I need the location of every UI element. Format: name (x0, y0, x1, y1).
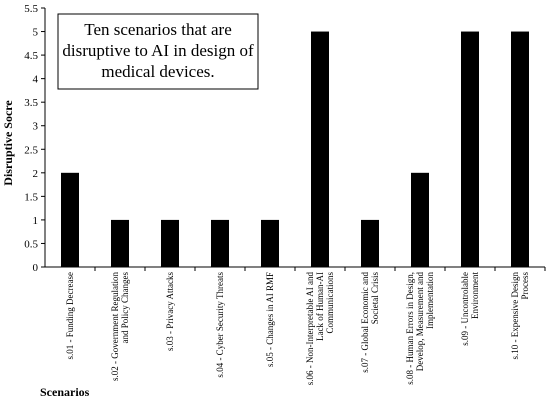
y-tick-label: 1.5 (24, 191, 38, 203)
category-label-line: s.09 - Uncontrolable (460, 272, 470, 346)
category-label-line: Societal Crisis (370, 272, 380, 325)
category-label-line: s.06 - Non-Interpretable AI and (305, 272, 315, 386)
y-tick-label: 5 (33, 27, 39, 39)
category-label-line: Process (520, 272, 530, 300)
annotation-box-border (57, 13, 259, 90)
category-label-line: s.02 - Government Regulation (110, 272, 120, 381)
bar-1 (61, 172, 79, 267)
bar-2 (111, 219, 129, 267)
category-label-line: Communications (325, 272, 335, 334)
bars (61, 31, 546, 271)
y-tick-label: 0.5 (24, 238, 38, 250)
bar-10 (511, 31, 529, 267)
category-label-line: Implementation (425, 272, 435, 329)
annotation-line-1: Ten scenarios that are (84, 20, 232, 39)
y-tick-label: 1 (33, 215, 39, 227)
bar-5 (261, 219, 279, 267)
bar-3 (161, 219, 179, 267)
y-tick-label: 3 (33, 121, 39, 133)
bar-4 (211, 219, 229, 267)
category-label-7: s.07 - Global Economic and Societal Crisi… (360, 272, 380, 373)
category-label-line: Environment (470, 272, 480, 319)
bar-8 (411, 172, 429, 267)
category-label-line: s.01 - Funding Decrease (65, 272, 75, 359)
bar-9 (461, 31, 479, 267)
annotation-box: Ten scenarios that are disruptive to AI … (57, 13, 259, 90)
category-label-9: s.09 - Uncontrolable Environment (460, 272, 480, 346)
category-label-line: s.05 - Changes in AI RMF (265, 272, 275, 367)
category-label-line: s.07 - Global Economic and (360, 272, 370, 373)
category-label-line: Develop, Measurement and (415, 272, 425, 372)
y-tick-label: 0 (33, 262, 39, 274)
category-label-1: s.01 - Funding Decrease (65, 272, 75, 359)
category-label-6: s.06 - Non-Interpretable AI and Lack of H… (305, 272, 335, 386)
bar-7 (361, 219, 379, 267)
category-label-10: s.10 - Expensive Design Process (510, 272, 530, 360)
category-label-line: and Policy Changes (120, 272, 130, 344)
annotation-line-3: medical devices. (101, 62, 214, 81)
category-label-line: s.03 - Privacy Attacks (165, 272, 175, 351)
y-tick-label: 2.5 (24, 144, 38, 156)
category-label-4: s.04 - Cyber Security Threats (215, 272, 225, 378)
category-label-line: s.08 - Human Errors in Design, (405, 272, 415, 385)
category-label-line: s.10 - Expensive Design (510, 272, 520, 360)
y-tick-label: 2 (33, 168, 39, 180)
category-label-2: s.02 - Government Regulation and Policy C… (110, 272, 130, 381)
x-axis-category-labels: s.01 - Funding Decrease s.02 - Government… (65, 272, 530, 386)
y-tick-label: 4.5 (24, 50, 38, 62)
category-label-8: s.08 - Human Errors in Design, Develop, M… (405, 272, 435, 385)
y-tick-label: 4 (33, 74, 39, 86)
annotation-line-2: disruptive to AI in design of (62, 41, 254, 60)
y-tick-label: 5.5 (24, 3, 38, 15)
y-axis-title: Disruptive Socre (1, 100, 15, 186)
y-tick-label: 3.5 (24, 97, 38, 109)
bar-6 (311, 31, 329, 267)
category-label-3: s.03 - Privacy Attacks (165, 272, 175, 351)
y-axis-ticks: 0 0.5 1 1.5 2 2.5 3 3.5 4 4.5 5 5.5 (24, 3, 45, 274)
category-label-5: s.05 - Changes in AI RMF (265, 272, 275, 367)
x-axis-title: Scenarios (40, 385, 90, 399)
category-label-line: Lack of Human-AI (315, 272, 325, 341)
category-label-line: s.04 - Cyber Security Threats (215, 272, 225, 378)
